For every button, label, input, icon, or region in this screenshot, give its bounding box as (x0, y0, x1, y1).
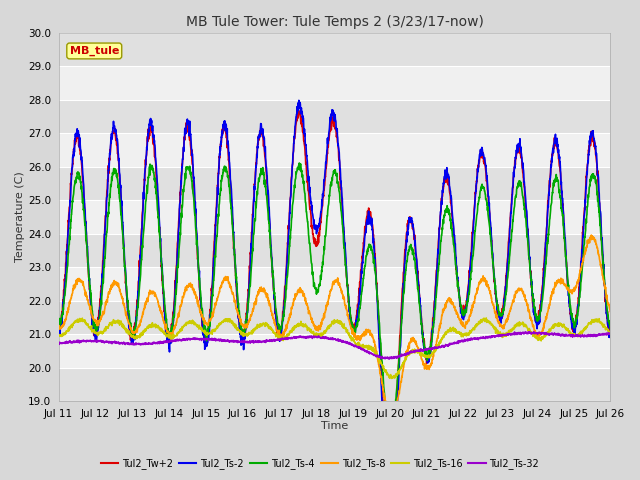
Bar (58, 100, 611, 133)
Text: MB_tule: MB_tule (70, 46, 119, 56)
Bar (58, 368, 611, 401)
Bar (58, 66, 611, 100)
Bar (58, 133, 611, 167)
Legend: Tul2_Tw+2, Tul2_Ts-2, Tul2_Ts-4, Tul2_Ts-8, Tul2_Ts-16, Tul2_Ts-32: Tul2_Tw+2, Tul2_Ts-2, Tul2_Ts-4, Tul2_Ts… (97, 454, 543, 473)
Bar (58, 300, 611, 334)
Bar (58, 167, 611, 200)
Y-axis label: Temperature (C): Temperature (C) (15, 171, 25, 263)
X-axis label: Time: Time (321, 421, 348, 432)
Bar (58, 234, 611, 267)
Bar (58, 267, 611, 300)
Bar (58, 200, 611, 234)
Bar (58, 33, 611, 66)
Bar (58, 334, 611, 368)
Title: MB Tule Tower: Tule Temps 2 (3/23/17-now): MB Tule Tower: Tule Temps 2 (3/23/17-now… (186, 15, 483, 29)
